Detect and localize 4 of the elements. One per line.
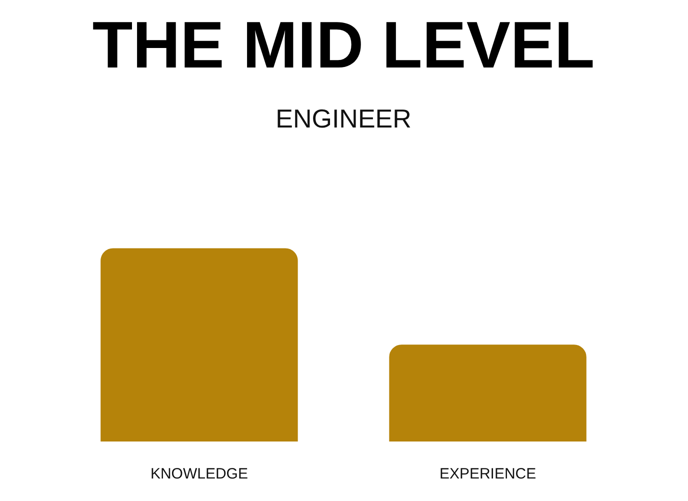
chart-subtitle: ENGINEER <box>276 104 412 134</box>
x-tick-label: EXPERIENCE <box>439 466 536 482</box>
x-tick-label: KNOWLEDGE <box>150 466 248 482</box>
chart-title: THE MID LEVEL <box>92 8 595 82</box>
